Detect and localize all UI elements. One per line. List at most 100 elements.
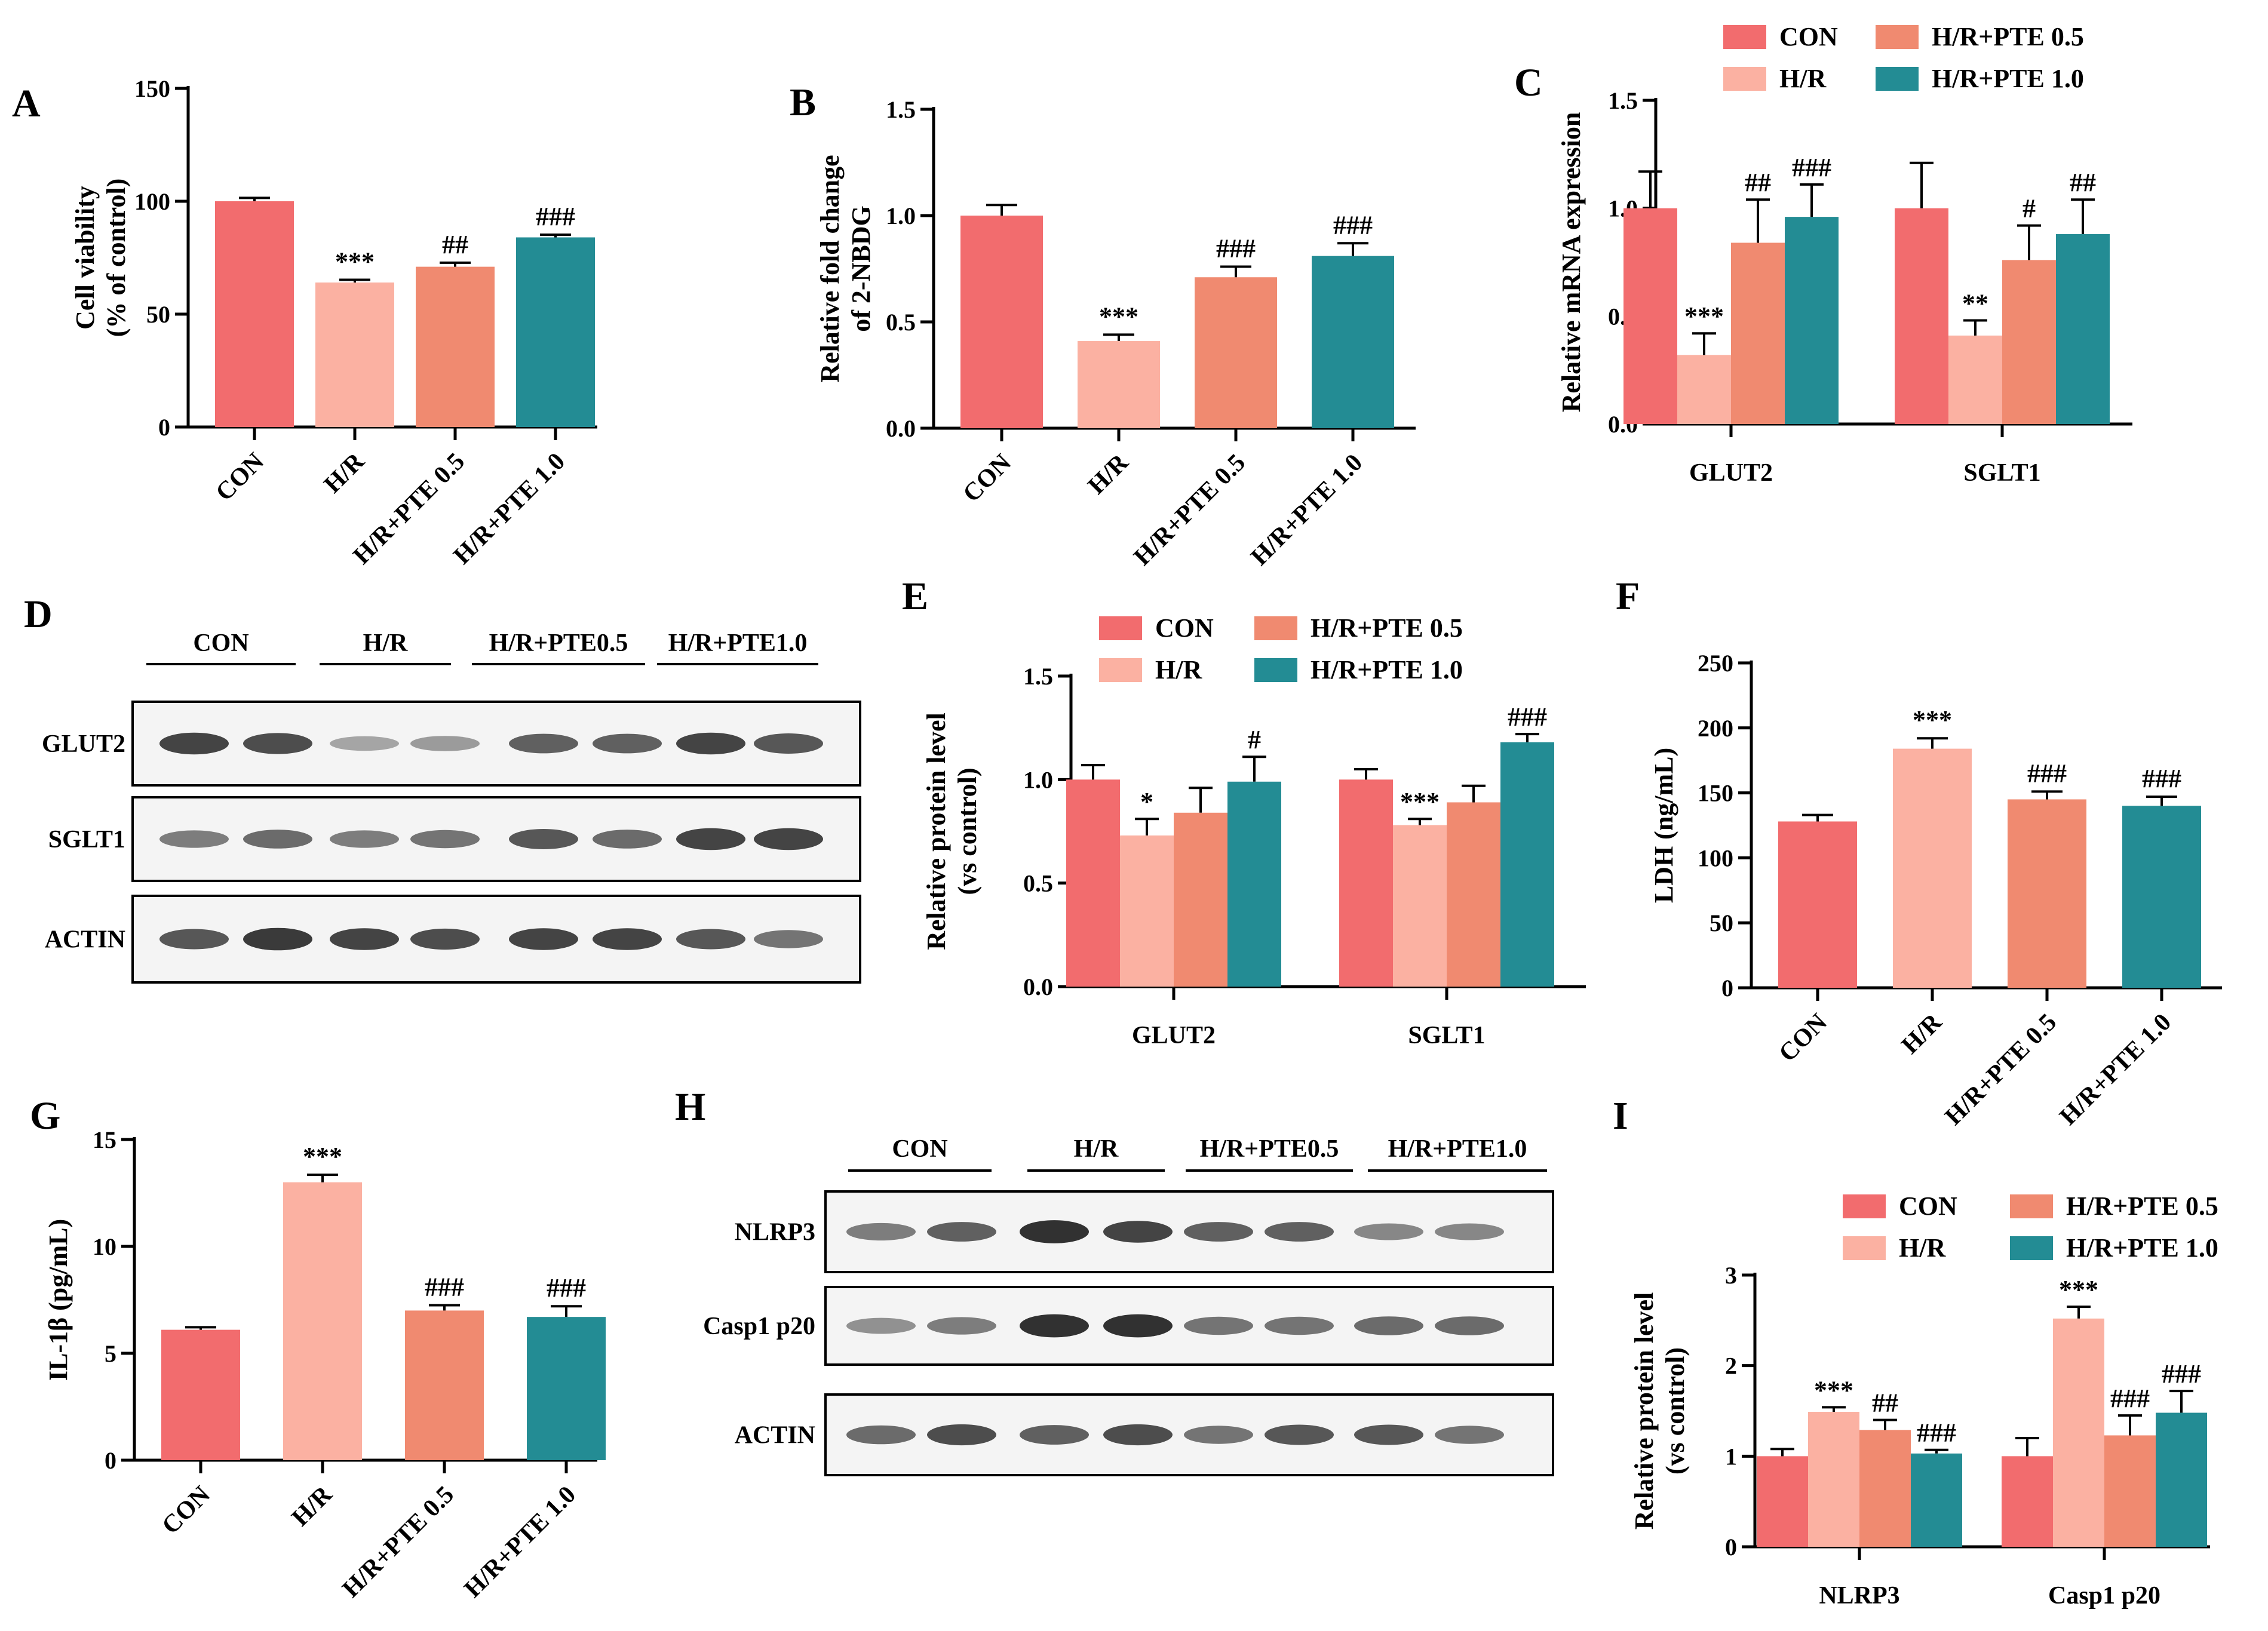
chart-g: G 0 5 10 15 IL-1β (pg/mL) CON *** H/R ### H/R+PTE … [30, 1094, 606, 1603]
y-tick-label: 0 [1721, 975, 1733, 1002]
y-tick-label: 1.0 [1023, 766, 1053, 793]
panel-label-e: E [902, 575, 928, 618]
blot-group-label: H/R+PTE1.0 [1388, 1135, 1527, 1163]
legend-swatch [1876, 67, 1919, 91]
blot-band [1265, 1316, 1334, 1335]
significance-label: * [1140, 787, 1153, 816]
y-axis-label-line: Relative mRNA expression [1557, 112, 1586, 413]
x-tick-label: H/R [1083, 449, 1134, 500]
blot-frame [131, 895, 861, 984]
significance-label: *** [1400, 787, 1440, 816]
error-bar [185, 1326, 216, 1330]
bar [283, 1182, 362, 1460]
blot-frame [131, 796, 861, 882]
x-tick-label: SGLT1 [1963, 459, 2040, 487]
legend-swatch [1723, 67, 1766, 91]
significance-label: ### [2110, 1384, 2150, 1413]
blot-band [330, 830, 399, 848]
error-bar [2071, 198, 2095, 235]
error-bar [2031, 790, 2063, 800]
legend-label: H/R+PTE 1.0 [1311, 655, 1463, 684]
blot-group-label: H/R+PTE0.5 [489, 629, 628, 657]
blot-band [593, 733, 662, 754]
legend-label: H/R+PTE 0.5 [2066, 1191, 2218, 1221]
blot-group-label: H/R [363, 629, 408, 657]
blot-band [1184, 1222, 1253, 1242]
blot-group-label: H/R [1074, 1135, 1119, 1163]
blot-band [676, 732, 745, 755]
blot-band [159, 830, 229, 848]
error-bar [307, 1174, 338, 1182]
x-tick-label: H/R+PTE 1.0 [459, 1481, 582, 1604]
error-bar [2017, 224, 2041, 260]
error-bar [1462, 784, 1486, 803]
legend-swatch [1099, 616, 1142, 640]
y-axis-label: Relative fold changeof 2-NBDG [815, 155, 876, 382]
error-bar [1910, 161, 1934, 208]
blot-group-label: CON [193, 629, 248, 657]
error-bar [1802, 813, 1833, 822]
legend-label: H/R+PTE 0.5 [1311, 613, 1463, 643]
error-bar [2118, 1414, 2142, 1436]
y-tick-label: 10 [93, 1233, 116, 1260]
blot-band [1103, 1314, 1173, 1338]
y-tick-label: 0.5 [1023, 870, 1053, 897]
bar [1339, 779, 1393, 987]
significance-label: ### [1917, 1418, 1956, 1448]
bar [1500, 742, 1554, 987]
error-bar [1135, 818, 1159, 836]
bar [1447, 802, 1500, 987]
y-axis-label: Relative protein level(vs control) [922, 712, 982, 950]
error-bar [2067, 1306, 2091, 1319]
blot-band [1435, 1426, 1504, 1444]
error-bar [1638, 170, 1662, 208]
significance-label: ** [1962, 289, 1988, 318]
y-axis-label: Relative protein level(vs control) [1629, 1292, 1690, 1530]
blot-row-label: Casp1 p20 [703, 1313, 815, 1340]
bar [1195, 277, 1277, 428]
bar [1393, 825, 1447, 987]
blot-band [1020, 1314, 1089, 1338]
bar [2056, 234, 2110, 424]
blot-band [754, 733, 823, 754]
panel-label-d: D [24, 592, 53, 636]
bar [1859, 1430, 1911, 1547]
blot-band [1020, 1220, 1089, 1243]
x-tick-label: CON [157, 1481, 216, 1540]
x-tick-label: H/R+PTE 1.0 [1246, 449, 1368, 572]
legend-swatch [2010, 1236, 2053, 1260]
y-axis-label: Relative mRNA expression [1557, 112, 1586, 413]
bar [1677, 355, 1731, 424]
legend-label: H/R+PTE 0.5 [1932, 22, 2084, 51]
bar [1895, 208, 1948, 424]
y-tick-label: 100 [1698, 844, 1733, 871]
significance-label: ### [2142, 764, 2181, 793]
significance-label: ## [442, 230, 468, 259]
y-tick-label: 1.5 [886, 96, 916, 123]
x-tick-label: GLUT2 [1132, 1022, 1216, 1049]
bar [527, 1317, 606, 1460]
error-bar [1408, 818, 1432, 825]
blot-band [846, 1317, 916, 1334]
significance-label: ## [2070, 168, 2096, 197]
blot-band [159, 732, 229, 755]
y-tick-label: 150 [1698, 780, 1733, 807]
bar [1227, 781, 1281, 987]
bar [161, 1329, 240, 1460]
blot-h: H CON H/R H/R+PTE0.5 H/R+PTE1.0 NLRP3 Casp1 p2… [675, 1085, 1554, 1476]
blot-band [927, 1317, 996, 1335]
blot-band [410, 830, 480, 849]
significance-label: ### [2162, 1359, 2201, 1389]
blot-row-label: NLRP3 [735, 1219, 815, 1246]
significance-label: ### [1216, 234, 1256, 263]
x-tick-label: Casp1 p20 [2048, 1582, 2160, 1610]
y-tick-label: 1.5 [1608, 87, 1638, 114]
bar [2002, 260, 2056, 424]
x-tick-label: H/R+PTE 0.5 [337, 1481, 460, 1604]
x-tick-label: SGLT1 [1408, 1022, 1485, 1049]
bar [1174, 812, 1227, 987]
bar [1312, 256, 1394, 428]
error-bar [429, 1304, 460, 1311]
x-tick-label: H/R+PTE 0.5 [1129, 449, 1251, 572]
y-tick-label: 0 [105, 1447, 116, 1474]
